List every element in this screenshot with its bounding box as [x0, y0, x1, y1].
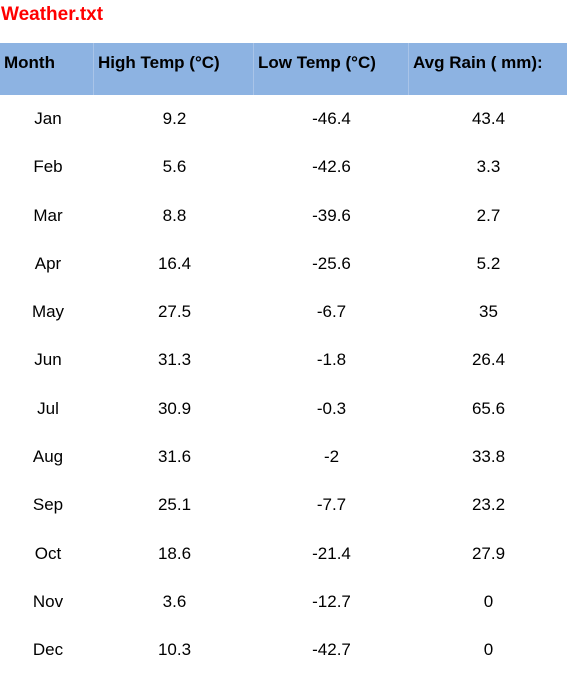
header-month: Month [4, 53, 55, 72]
cell-avg-rain: 23.2 [471, 495, 506, 515]
cell-high-temp: 18.6 [157, 543, 192, 563]
table-row: Aug 31.6 -2 33.8 [0, 433, 567, 481]
cell-avg-rain: 5.2 [476, 253, 501, 273]
cell-high-temp: 9.2 [162, 109, 187, 128]
cell-avg-rain: 33.8 [471, 447, 506, 467]
cell-low-temp: -1.8 [316, 350, 347, 370]
cell-high-temp: 8.8 [162, 205, 187, 225]
cell-low-temp: -46.4 [312, 109, 351, 128]
cell-avg-rain: 26.4 [471, 350, 506, 370]
cell-month: Jun [34, 350, 62, 370]
cell-high-temp: 10.3 [157, 640, 192, 660]
cell-low-temp: -12.7 [312, 591, 351, 611]
cell-high-temp: 31.6 [157, 447, 192, 467]
table-row: Sep 25.1 -7.7 23.2 [0, 481, 567, 529]
table-row: Jul 30.9 -0.3 65.6 [0, 385, 567, 433]
cell-month: Oct [34, 543, 62, 563]
cell-month: Sep [32, 495, 64, 515]
header-low-temp: Low Temp (°C) [253, 43, 408, 95]
cell-avg-rain: 35 [479, 302, 498, 322]
cell-month: Apr [34, 253, 62, 273]
cell-high-temp: 30.9 [157, 398, 192, 418]
cell-low-temp: -42.6 [312, 157, 351, 177]
cell-high-temp: 25.1 [157, 495, 192, 515]
cell-avg-rain: 0 [483, 640, 494, 660]
cell-month: Jul [37, 398, 59, 418]
cell-month: Dec [32, 640, 64, 660]
cell-low-temp: -0.3 [316, 398, 347, 418]
cell-avg-rain: 43.4 [471, 109, 506, 128]
cell-avg-rain: 65.6 [471, 398, 506, 418]
table-row: Dec 10.3 -42.7 0 [0, 626, 567, 674]
table-row: Nov 3.6 -12.7 0 [0, 578, 567, 626]
table-row: Apr 16.4 -25.6 5.2 [0, 240, 567, 288]
document-title: Weather.txt [1, 4, 104, 25]
cell-low-temp: -21.4 [312, 543, 351, 563]
table-row: Feb 5.6 -42.6 3.3 [0, 143, 567, 191]
cell-low-temp: -42.7 [312, 640, 351, 660]
cell-month: Mar [33, 205, 63, 225]
cell-high-temp: 16.4 [157, 253, 192, 273]
weather-table: Month High Temp (°C) Low Temp (°C) Avg R… [0, 43, 567, 675]
cell-month: Jan [34, 109, 62, 128]
header-avg-rain: Avg Rain ( mm): [408, 43, 567, 95]
cell-avg-rain: 27.9 [471, 543, 506, 563]
header-high-temp: High Temp (°C) [93, 43, 253, 95]
table-row: Jan 9.2 -46.4 43.4 [0, 95, 567, 143]
cell-month: Aug [32, 447, 64, 467]
cell-low-temp: -25.6 [312, 253, 351, 273]
table-row: Mar 8.8 -39.6 2.7 [0, 192, 567, 240]
cell-high-temp: 3.6 [162, 591, 187, 611]
cell-high-temp: 27.5 [157, 302, 192, 322]
cell-avg-rain: 2.7 [476, 205, 501, 225]
cell-month: May [31, 302, 65, 322]
table-header-row: Month High Temp (°C) Low Temp (°C) Avg R… [0, 43, 567, 95]
cell-low-temp: -39.6 [312, 205, 351, 225]
cell-low-temp: -7.7 [316, 495, 347, 515]
cell-low-temp: -2 [323, 447, 340, 467]
table-row: Oct 18.6 -21.4 27.9 [0, 530, 567, 578]
cell-high-temp: 31.3 [157, 350, 192, 370]
table-row: Jun 31.3 -1.8 26.4 [0, 336, 567, 384]
cell-avg-rain: 0 [483, 591, 494, 611]
table-row: May 27.5 -6.7 35 [0, 288, 567, 336]
cell-avg-rain: 3.3 [476, 157, 501, 177]
cell-month: Nov [32, 591, 64, 611]
cell-low-temp: -6.7 [316, 302, 347, 322]
cell-high-temp: 5.6 [162, 157, 187, 177]
cell-month: Feb [33, 157, 63, 177]
